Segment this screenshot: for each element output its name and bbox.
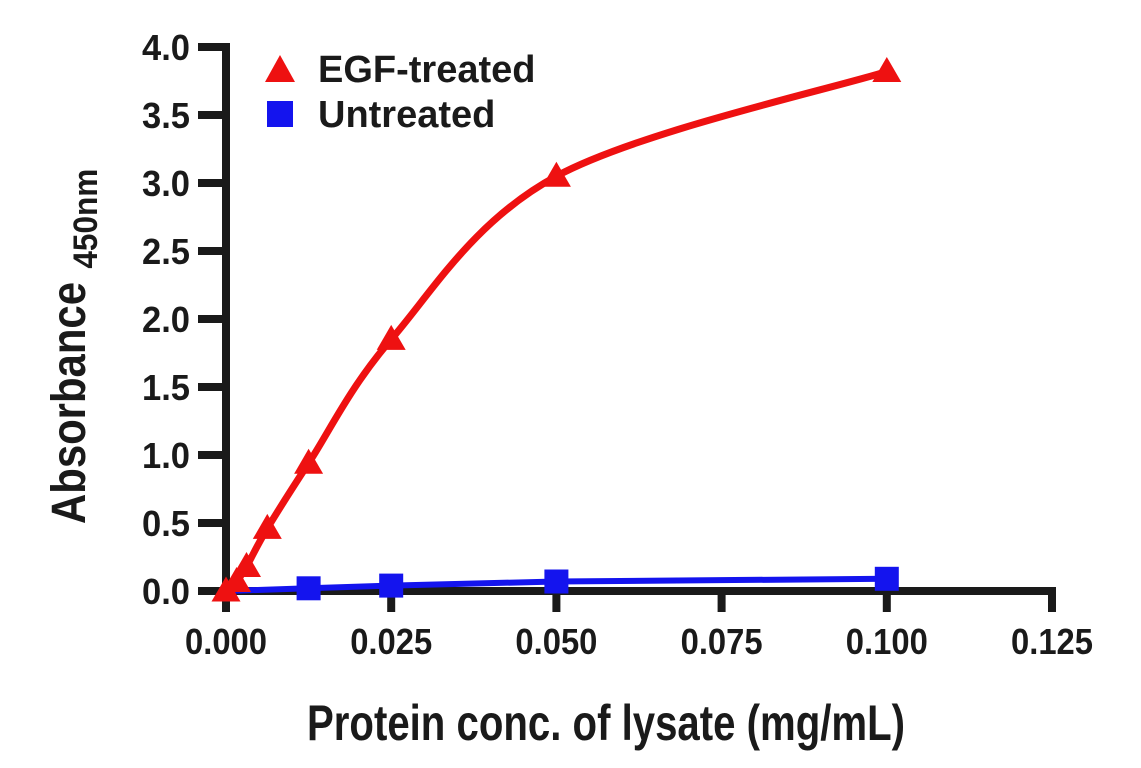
y-axis-tick xyxy=(198,383,222,391)
x-axis-tick-label: 0.075 xyxy=(681,621,763,662)
egf-treated-marker-triangle xyxy=(376,324,406,350)
y-axis-tick xyxy=(198,519,222,527)
legend-triangle-icon xyxy=(265,55,295,82)
y-axis-title-main: Absorbance xyxy=(43,282,96,524)
y-axis-tick xyxy=(198,43,222,51)
x-axis-tick-label: 0.000 xyxy=(185,621,267,662)
y-axis-tick xyxy=(198,111,222,119)
legend-label-untreated: Untreated xyxy=(318,94,495,136)
y-axis-tick-label: 3.0 xyxy=(142,163,190,204)
y-axis-tick-label: 2.0 xyxy=(142,299,190,340)
x-axis-tick-label: 0.125 xyxy=(1011,621,1093,662)
legend: EGF-treated Untreated xyxy=(265,49,535,136)
y-axis-tick-label: 2.5 xyxy=(142,231,190,272)
y-axis-tick xyxy=(198,179,222,187)
y-axis-tick xyxy=(198,315,222,323)
y-axis-title: Absorbance 450nm xyxy=(43,169,105,524)
legend-label-egf-treated: EGF-treated xyxy=(318,49,535,91)
y-axis-tick-label: 3.5 xyxy=(142,95,190,136)
x-axis-tick xyxy=(717,591,726,612)
y-axis-tick-label: 1.5 xyxy=(142,367,190,408)
egf-treated-line xyxy=(222,68,891,595)
x-axis-tick-label: 0.025 xyxy=(350,621,432,662)
x-axis-tick xyxy=(387,591,396,612)
egf-treated-marker-triangle xyxy=(222,567,252,592)
y-axis-tick-label: 0.0 xyxy=(142,571,190,612)
x-axis-tick xyxy=(1048,591,1056,612)
x-axis-spine xyxy=(222,587,1056,595)
untreated-marker-square xyxy=(379,573,404,598)
x-axis-tick-label: 0.050 xyxy=(515,621,597,662)
y-axis-tick xyxy=(198,587,222,595)
egf-treated-marker-triangle xyxy=(541,161,571,187)
y-axis-tick-label: 4.0 xyxy=(142,27,190,68)
y-axis-tick xyxy=(198,247,222,255)
y-axis-tick-label: 0.5 xyxy=(142,503,190,544)
data-series xyxy=(211,57,902,602)
y-axis-tick-label: 1.0 xyxy=(142,435,190,476)
x-axis-tick xyxy=(552,591,561,612)
y-axis-spine xyxy=(222,43,230,612)
untreated-marker-square xyxy=(296,576,321,601)
untreated-marker-square xyxy=(874,566,899,591)
untreated-marker-square xyxy=(544,569,569,594)
y-axis-tick xyxy=(198,451,222,459)
x-axis-tick-label: 0.100 xyxy=(846,621,928,662)
egf-treated-marker-triangle xyxy=(872,57,902,82)
y-axis-title-subscript: 450nm xyxy=(67,169,105,269)
egf-treated-marker-triangle xyxy=(294,448,324,474)
x-axis-title: Protein conc. of lysate (mg/mL) xyxy=(307,695,905,751)
axes: 0.0 0.5 1.0 1.5 2.0 2.5 3.0 3.5 4.0 0.000 0.025 0.0… xyxy=(142,27,1093,662)
legend-square-icon xyxy=(267,101,293,127)
x-axis-tick xyxy=(882,591,891,612)
egf-treated-marker-triangle xyxy=(252,513,282,539)
egf-treated-marker-triangle xyxy=(232,552,261,577)
